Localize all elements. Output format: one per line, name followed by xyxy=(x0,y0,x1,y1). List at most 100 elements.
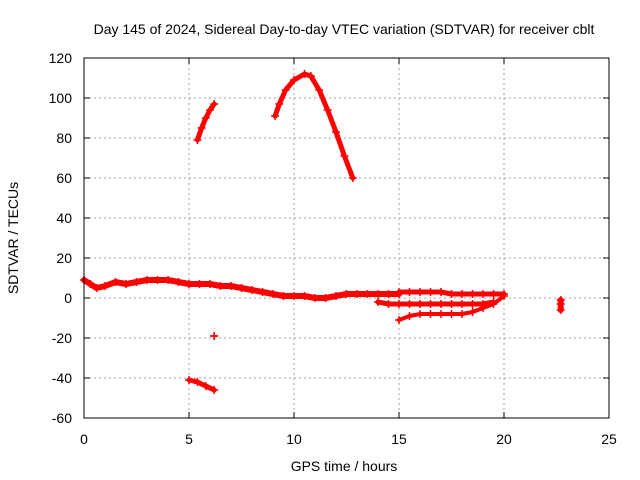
y-tick-label: 20 xyxy=(56,250,72,266)
y-tick-label: 40 xyxy=(56,210,72,226)
x-tick-label: 5 xyxy=(185,431,193,447)
data-point xyxy=(323,106,332,114)
data-point xyxy=(258,288,267,296)
data-point xyxy=(384,300,393,308)
data-point xyxy=(447,310,456,318)
data-point xyxy=(300,292,309,300)
data-point xyxy=(374,298,382,306)
data-point xyxy=(132,278,141,286)
x-tick-label: 15 xyxy=(391,431,407,447)
data-point xyxy=(426,310,435,318)
data-point xyxy=(395,316,403,324)
data-point xyxy=(185,280,193,288)
data-point xyxy=(363,290,372,298)
data-point xyxy=(437,300,445,308)
data-point xyxy=(468,290,477,298)
x-tick-label: 20 xyxy=(496,431,512,447)
data-point xyxy=(111,278,120,286)
data-point xyxy=(332,128,340,136)
data-point xyxy=(185,376,193,384)
data-point xyxy=(405,288,414,296)
chart-title: Day 145 of 2024, Sidereal Day-to-day VTE… xyxy=(94,21,595,37)
data-point xyxy=(458,310,466,318)
data-point xyxy=(479,304,487,312)
data-point xyxy=(153,276,162,284)
plot-frame xyxy=(83,57,610,419)
data-point xyxy=(447,300,456,308)
data-point xyxy=(195,280,204,288)
data-point xyxy=(227,282,235,290)
data-point xyxy=(489,300,498,308)
data-series xyxy=(80,70,565,394)
y-axis-label: SDTVAR / TECUs xyxy=(5,182,21,294)
data-point xyxy=(210,332,219,340)
y-tick-label: -40 xyxy=(52,370,72,386)
data-point xyxy=(164,276,172,284)
data-point xyxy=(210,100,219,108)
data-point xyxy=(468,308,477,316)
data-point xyxy=(290,76,298,84)
y-tick-label: -20 xyxy=(52,330,72,346)
data-point xyxy=(86,280,95,288)
data-point xyxy=(300,70,309,78)
data-point xyxy=(143,276,151,284)
data-point xyxy=(332,292,340,300)
data-point xyxy=(210,386,219,394)
data-point xyxy=(122,280,130,288)
data-point xyxy=(271,112,280,120)
data-point xyxy=(374,290,382,298)
data-point xyxy=(348,174,357,182)
data-point xyxy=(279,292,288,300)
y-tick-label: 0 xyxy=(64,290,72,306)
series-line xyxy=(186,377,217,393)
data-point xyxy=(237,284,246,292)
y-tick-label: 60 xyxy=(56,170,72,186)
data-point xyxy=(281,86,290,94)
data-point xyxy=(197,124,206,132)
data-point xyxy=(269,290,277,298)
data-point xyxy=(437,310,445,318)
y-tick-label: 120 xyxy=(49,50,73,66)
data-point xyxy=(340,152,349,160)
data-point xyxy=(275,100,284,108)
data-point xyxy=(556,306,565,314)
data-point xyxy=(426,300,435,308)
data-point xyxy=(311,294,319,302)
axis-ticks: 0 5 10 15 20 25 -60 -40 -20 0 20 40 60 80 100 120 xyxy=(49,50,617,447)
grid xyxy=(84,58,609,418)
x-tick-label: 10 xyxy=(286,431,302,447)
data-point xyxy=(193,136,202,144)
data-point xyxy=(321,294,330,302)
data-point xyxy=(500,292,508,300)
data-point xyxy=(248,286,256,294)
data-point xyxy=(201,382,210,390)
data-point xyxy=(92,284,101,292)
data-point xyxy=(395,288,403,296)
data-point xyxy=(468,300,477,308)
data-point xyxy=(206,106,214,114)
data-point xyxy=(216,282,225,290)
data-point xyxy=(342,290,351,298)
data-point xyxy=(395,300,403,308)
data-point xyxy=(416,310,424,318)
y-tick-label: 100 xyxy=(49,90,73,106)
x-tick-label: 0 xyxy=(80,431,88,447)
data-point xyxy=(174,278,183,286)
data-point xyxy=(384,290,393,298)
data-point xyxy=(201,114,210,122)
data-point xyxy=(405,312,414,320)
data-point xyxy=(416,300,424,308)
data-point xyxy=(101,282,109,290)
data-point xyxy=(437,288,445,296)
y-tick-label: -60 xyxy=(52,410,72,426)
data-point xyxy=(405,300,414,308)
data-point xyxy=(416,288,424,296)
data-point xyxy=(306,72,315,80)
x-axis-label: GPS time / hours xyxy=(291,458,398,474)
data-point xyxy=(458,290,466,298)
data-point xyxy=(426,288,435,296)
x-tick-label: 25 xyxy=(601,431,617,447)
y-tick-label: 80 xyxy=(56,130,72,146)
data-point xyxy=(479,290,487,298)
